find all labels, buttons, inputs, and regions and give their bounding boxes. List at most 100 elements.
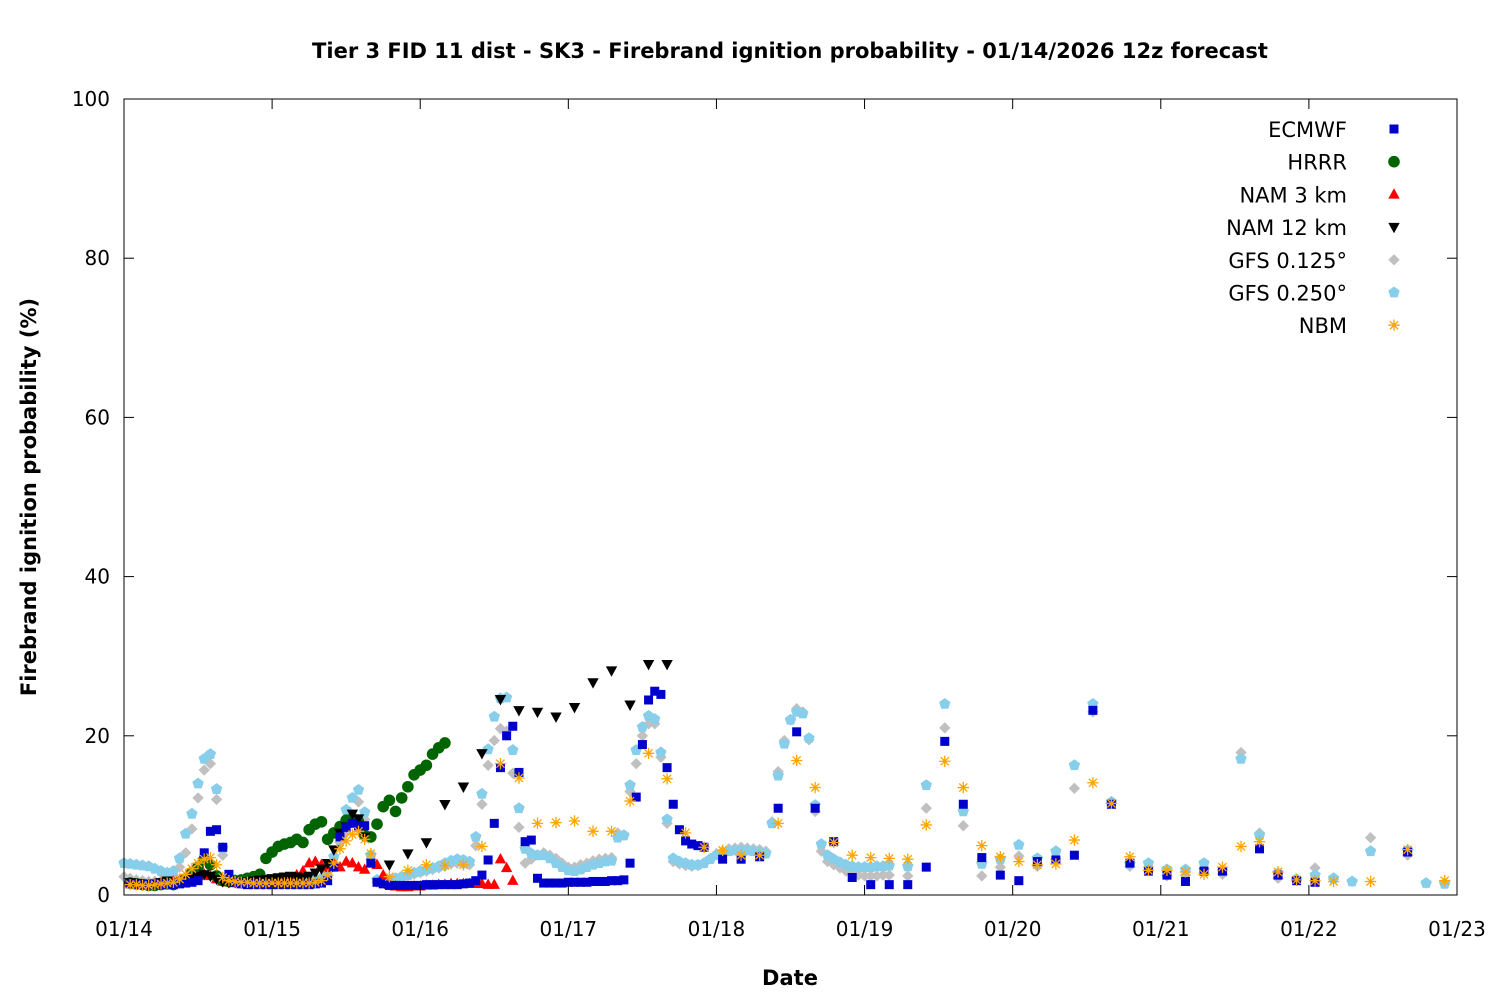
data-point (340, 835, 352, 847)
data-point (1364, 875, 1377, 888)
data-point (476, 798, 488, 810)
data-point (624, 795, 636, 807)
data-point (618, 829, 630, 841)
data-point (452, 880, 462, 890)
data-point (531, 817, 544, 830)
y-tick-label: 100 (72, 87, 110, 111)
data-point (500, 725, 513, 737)
data-point (1290, 874, 1303, 886)
plot-frame (123, 98, 1458, 896)
data-point (198, 764, 210, 776)
data-point (291, 877, 303, 889)
data-point (476, 749, 488, 760)
y-axis: 0 20 40 60 80 100 (72, 87, 1457, 907)
data-point (321, 858, 334, 870)
data-point (810, 803, 820, 813)
data-point (309, 876, 322, 888)
data-point (539, 878, 549, 888)
data-point (217, 849, 229, 861)
data-point (187, 877, 197, 887)
data-point (1235, 840, 1247, 853)
data-point (568, 815, 581, 827)
data-point (186, 807, 198, 819)
data-point (457, 859, 470, 871)
data-point (958, 799, 968, 809)
y-tick-label: 20 (85, 724, 110, 748)
data-point (1346, 875, 1358, 887)
data-point (605, 825, 618, 838)
data-point (513, 706, 525, 717)
data-point (939, 698, 951, 709)
data-point (1235, 752, 1247, 764)
data-point (976, 870, 988, 882)
data-point (630, 757, 642, 770)
data-point (865, 870, 877, 882)
data-point (476, 840, 488, 853)
data-point (792, 727, 802, 737)
data-point (1069, 850, 1079, 860)
data-point (693, 841, 703, 851)
data-point (142, 879, 155, 892)
legend-marker-triangle-up-icon (1388, 188, 1400, 199)
data-point (309, 855, 322, 866)
data-point (247, 877, 260, 889)
data-point (557, 878, 567, 888)
data-point (718, 854, 728, 864)
data-point (624, 700, 636, 711)
legend-item: GFS 0.250° (1228, 282, 1400, 306)
data-point (903, 880, 913, 890)
data-point (1031, 859, 1044, 871)
data-point (772, 817, 784, 830)
legend-label: GFS 0.125° (1228, 249, 1347, 273)
data-point (587, 678, 599, 689)
data-point (378, 879, 388, 889)
x-tick-label: 01/15 (243, 917, 301, 941)
data-point (902, 870, 914, 882)
data-point (790, 754, 803, 767)
data-point (420, 838, 433, 849)
data-point (352, 860, 365, 872)
data-point (272, 877, 284, 889)
legend-marker-diamond-icon (1388, 254, 1400, 266)
data-point (976, 839, 988, 852)
data-point (463, 855, 476, 867)
data-point (1364, 845, 1377, 857)
x-tick-label: 01/23 (1428, 917, 1486, 941)
data-point (649, 713, 661, 724)
x-axis: 01/14 01/15 01/16 01/17 01/18 01/19 01/20 01/21… (95, 99, 1486, 941)
data-point (167, 876, 180, 888)
data-point (303, 871, 315, 883)
data-point (939, 755, 951, 767)
data-point (1125, 858, 1135, 868)
data-point (346, 828, 359, 841)
data-point (315, 815, 328, 828)
legend-marker-pentagon-icon (1388, 286, 1400, 298)
data-point (637, 740, 647, 750)
data-point (532, 873, 542, 883)
data-point (866, 880, 876, 890)
data-point (223, 874, 235, 887)
y-tick-label: 60 (85, 405, 110, 429)
data-point (402, 780, 414, 793)
data-point (383, 860, 396, 871)
legend-item: NAM 12 km (1226, 216, 1400, 240)
data-point (531, 707, 544, 719)
data-point (619, 875, 629, 885)
data-point (902, 860, 914, 872)
data-point (551, 878, 561, 888)
data-point (167, 865, 180, 876)
data-point (1014, 876, 1024, 886)
data-point (883, 852, 895, 865)
legend-marker-circle-icon (1388, 155, 1400, 168)
data-point (359, 806, 371, 818)
data-point (1364, 831, 1377, 844)
data-point (1420, 877, 1432, 888)
data-point (920, 819, 932, 831)
data-point (753, 849, 766, 861)
data-point (335, 832, 345, 842)
data-point (588, 876, 598, 886)
data-point (1309, 874, 1321, 887)
data-point (674, 825, 684, 835)
data-point (181, 878, 191, 888)
